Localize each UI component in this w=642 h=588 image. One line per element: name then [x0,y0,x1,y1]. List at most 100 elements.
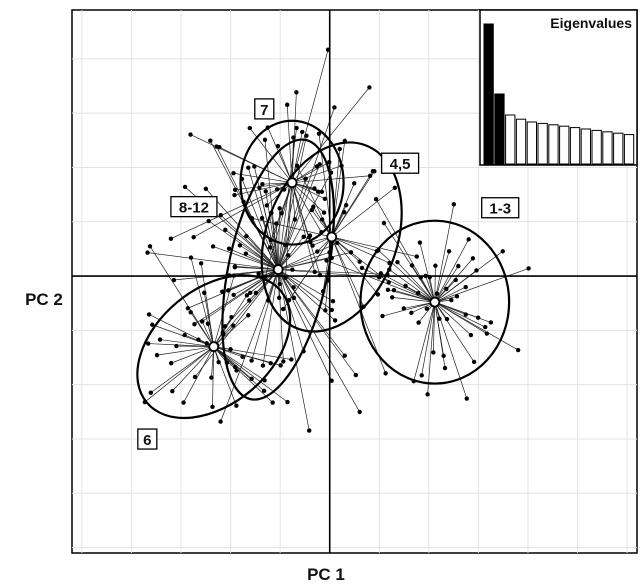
data-point [182,332,187,338]
data-point [312,186,317,191]
data-point [417,240,423,245]
spoke-line [277,178,307,270]
spoke-line [421,302,436,376]
data-point [488,320,494,325]
spoke-line [264,139,279,270]
data-point [248,290,253,296]
data-point [259,215,265,221]
group-label-box [481,197,520,219]
data-point [253,290,259,296]
spoke-line [277,269,346,356]
data-point [471,359,477,365]
data-point [274,187,280,192]
zero-axes [72,10,637,553]
group-labels-layer: 1-3 4,5 7 8-12 6 [137,98,520,450]
eigenvalue-bar [580,128,592,165]
data-point [291,285,296,290]
data-point [208,138,213,143]
data-point [277,206,282,211]
data-point [249,376,254,381]
confidence-ellipse [239,119,345,246]
spoke-line [251,217,332,238]
centroids-layer [208,177,441,353]
spoke-line [413,302,436,382]
data-point [290,267,295,272]
spoke-line [277,172,332,270]
spoke-line [434,301,519,351]
spoke-line [291,182,322,233]
data-point [263,189,268,194]
data-point [483,324,488,330]
data-point [294,90,299,95]
data-point [232,264,238,269]
data-point [247,298,252,303]
spoke-line [220,214,279,270]
data-point [145,341,151,346]
data-point [392,185,398,190]
spoke-line [331,236,379,295]
data-point [367,85,372,90]
data-point [275,143,281,149]
group-centroid [429,296,441,308]
data-point [292,217,298,222]
data-point [148,390,154,395]
data-point [260,363,266,368]
data-point [285,399,290,405]
data-point [321,210,327,215]
spoke-line [389,269,435,303]
spoke-line [277,235,311,270]
data-point [188,310,193,315]
data-point [315,249,320,254]
spoke-line [392,297,435,303]
spoke-line [150,346,214,393]
data-point [316,131,322,136]
data-point [188,132,193,137]
spoke-line [213,346,265,381]
data-point [359,265,365,271]
data-point [341,209,347,215]
data-point [464,396,469,401]
data-point [267,245,273,250]
data-point [323,308,328,313]
data-point [367,173,373,178]
spoke-line [291,182,296,220]
data-point [226,246,232,251]
group-label-box [170,196,218,218]
spoke-line [275,223,279,270]
data-point [231,171,236,176]
group-label: 1-3 [489,201,511,218]
data-point [262,137,268,142]
data-point [277,281,282,287]
data-point [229,315,234,320]
spoke-line [434,286,466,303]
data-point [237,243,243,248]
data-point [291,135,296,140]
data-point [330,298,336,304]
spoke-line [147,252,279,270]
group-label-box [254,98,275,120]
spoke-line [278,257,332,270]
data-point [209,375,214,380]
group-label: 4,5 [390,156,411,173]
data-point [170,388,175,394]
data-point [192,374,198,380]
data-point [468,332,474,338]
data-point [332,318,338,323]
spoke-line [387,289,435,303]
data-point [199,319,205,324]
spoke-line [200,263,215,347]
data-point [526,266,531,271]
spoke-line [291,182,326,200]
spoke-line [190,257,215,347]
data-point [246,165,251,170]
group-label-box [137,428,158,450]
data-point [317,162,322,167]
data-point [203,186,209,191]
spoke-line [213,346,252,380]
data-point [243,251,249,256]
data-point [210,404,215,409]
data-point [385,287,391,293]
data-point [270,400,275,405]
spoke-line [213,346,288,403]
data-point [335,240,340,246]
